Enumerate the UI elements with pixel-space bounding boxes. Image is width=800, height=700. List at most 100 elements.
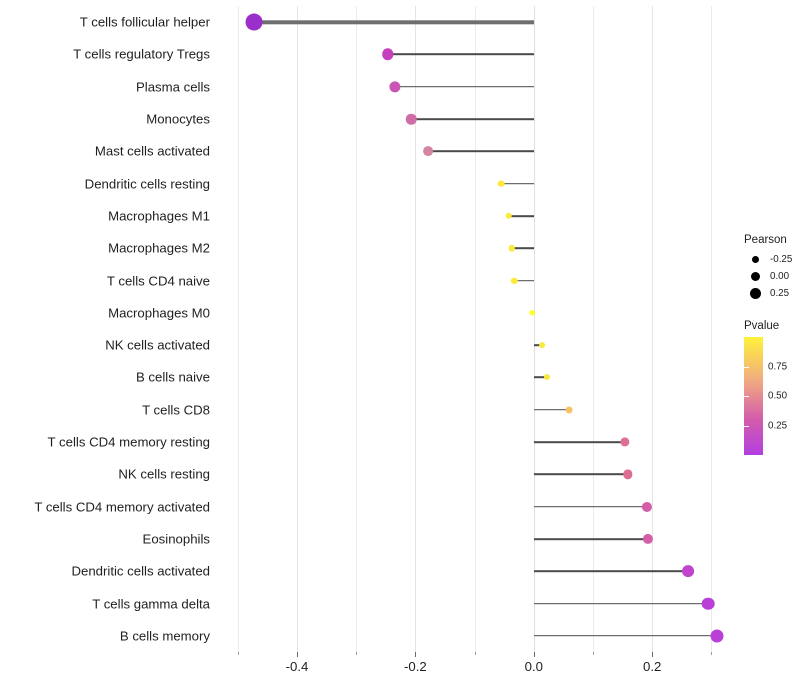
lollipop-stem <box>533 602 709 605</box>
x-axis-label: -0.2 <box>404 659 427 674</box>
lollipop-dot[interactable] <box>642 533 654 545</box>
pearson-legend-title: Pearson <box>744 234 787 246</box>
y-axis-label: Mast cells activated <box>94 143 210 159</box>
panel-background <box>226 6 738 652</box>
x-axis-tick <box>297 652 299 657</box>
y-axis-label: Monocytes <box>146 111 210 127</box>
x-axis-tick <box>652 652 654 657</box>
lollipop-dot[interactable] <box>511 277 518 284</box>
pearson-legend-swatch <box>744 272 766 281</box>
y-axis-label: T cells CD8 <box>142 402 210 418</box>
lollipop-stem <box>533 408 569 411</box>
lollipop-stem <box>254 20 534 24</box>
y-axis-label: T cells regulatory Tregs <box>73 46 210 62</box>
lollipop-dot[interactable] <box>406 113 417 125</box>
y-axis-category-labels: T cells follicular helper T cells regulat… <box>0 6 218 652</box>
y-axis-label: Plasma cells <box>135 79 210 95</box>
pearson-legend-value: -0.25 <box>770 254 793 265</box>
pvalue-colorbar-legend: 0.75 0.50 0.25 <box>744 337 800 459</box>
gridline-minor <box>356 6 358 652</box>
pearson-legend-swatch <box>744 256 766 263</box>
pearson-legend-dot <box>750 272 760 281</box>
lollipop-dot[interactable] <box>423 146 434 157</box>
lollipop-dot[interactable] <box>682 565 695 578</box>
lollipop-stem <box>394 85 534 88</box>
pearson-size-legend: -0.25 0.00 0.25 <box>744 251 800 302</box>
colorbar-tick <box>744 366 749 368</box>
y-axis-label: T cells gamma delta <box>92 596 210 612</box>
gridline-major <box>652 6 654 652</box>
x-axis-tick-minor <box>592 652 594 655</box>
x-axis-label: 0.0 <box>524 659 543 674</box>
lollipop-dot[interactable] <box>497 180 505 188</box>
lollipop-dot[interactable] <box>508 245 516 252</box>
x-axis-tick-minor <box>711 652 713 655</box>
y-axis-label: NK cells activated <box>105 337 210 353</box>
y-axis-label: B cells memory <box>119 628 210 644</box>
x-axis-tick-minor <box>474 652 476 655</box>
colorbar-tick <box>744 425 749 427</box>
x-axis-label: 0.2 <box>643 659 662 674</box>
lollipop-dot[interactable] <box>641 501 652 512</box>
gridline-minor <box>592 6 594 652</box>
pearson-legend-key: -0.25 <box>744 251 800 268</box>
y-axis-label: Dendritic cells activated <box>71 563 210 579</box>
lollipop-dot[interactable] <box>623 469 633 480</box>
x-axis: -0.4 -0.2 0.0 0.2 <box>226 652 738 686</box>
lollipop-dot[interactable] <box>710 629 724 643</box>
y-axis-label: B cells naive <box>135 369 210 385</box>
lollipop-stem <box>508 215 534 217</box>
gridline-major <box>297 6 299 652</box>
legend-container: Pearson -0.25 0.00 0.25 Pvalue 0.75 0.50 0.2… <box>744 234 800 459</box>
lollipop-dot[interactable] <box>381 48 394 61</box>
y-axis-label: NK cells resting <box>118 466 210 482</box>
lollipop-stem <box>533 570 689 573</box>
lollipop-stem <box>533 505 647 508</box>
lollipop-dot[interactable] <box>543 374 550 381</box>
lollipop-dot[interactable] <box>245 13 263 31</box>
lollipop-dot[interactable] <box>389 81 401 93</box>
colorbar-label: 0.75 <box>768 361 788 372</box>
lollipop-dot[interactable] <box>505 212 513 220</box>
gridline-minor <box>237 6 239 652</box>
y-axis-label: T cells CD4 memory resting <box>47 434 210 450</box>
lollipop-stem <box>387 53 534 56</box>
lollipop-dot[interactable] <box>529 310 535 316</box>
pearson-legend-key: 0.00 <box>744 268 800 285</box>
lollipop-dot[interactable] <box>539 342 545 349</box>
y-axis-label: Macrophages M0 <box>108 305 210 321</box>
pearson-legend-key: 0.25 <box>744 285 800 302</box>
lollipop-stem <box>533 473 628 476</box>
pearson-legend-value: 0.25 <box>770 288 790 299</box>
lollipop-stem <box>511 247 534 250</box>
x-axis-tick <box>415 652 417 657</box>
y-axis-label: Eosinophils <box>142 531 210 547</box>
lollipop-dot[interactable] <box>620 437 630 447</box>
y-axis-label: T cells CD4 memory activated <box>34 499 210 515</box>
colorbar-tick <box>744 396 749 397</box>
y-axis-label: Macrophages M2 <box>108 240 210 256</box>
lollipop-stem <box>533 376 547 379</box>
x-axis-tick-minor <box>237 652 239 655</box>
y-axis-label: T cells CD4 naive <box>106 273 210 289</box>
colorbar-label: 0.25 <box>768 420 788 431</box>
lollipop-stem <box>533 344 543 346</box>
lollipop-stem <box>428 150 534 153</box>
y-axis-label: Macrophages M1 <box>108 208 210 224</box>
lollipop-stem <box>533 538 649 540</box>
y-axis-label: T cells follicular helper <box>79 14 210 30</box>
colorbar-label: 0.50 <box>768 390 788 402</box>
gridline-minor <box>474 6 476 652</box>
x-axis-label: -0.4 <box>285 659 309 674</box>
gridline-minor <box>711 6 713 652</box>
lollipop-stem <box>514 279 534 282</box>
lollipop-dot[interactable] <box>702 597 715 610</box>
lollipop-stem <box>533 635 718 637</box>
pearson-legend-swatch <box>744 288 766 299</box>
pearson-legend-value: 0.00 <box>770 271 790 282</box>
pearson-legend-dot <box>749 288 761 299</box>
lollipop-dot[interactable] <box>565 406 573 414</box>
plot-panel <box>226 6 738 652</box>
y-axis-label: Dendritic cells resting <box>84 176 210 192</box>
